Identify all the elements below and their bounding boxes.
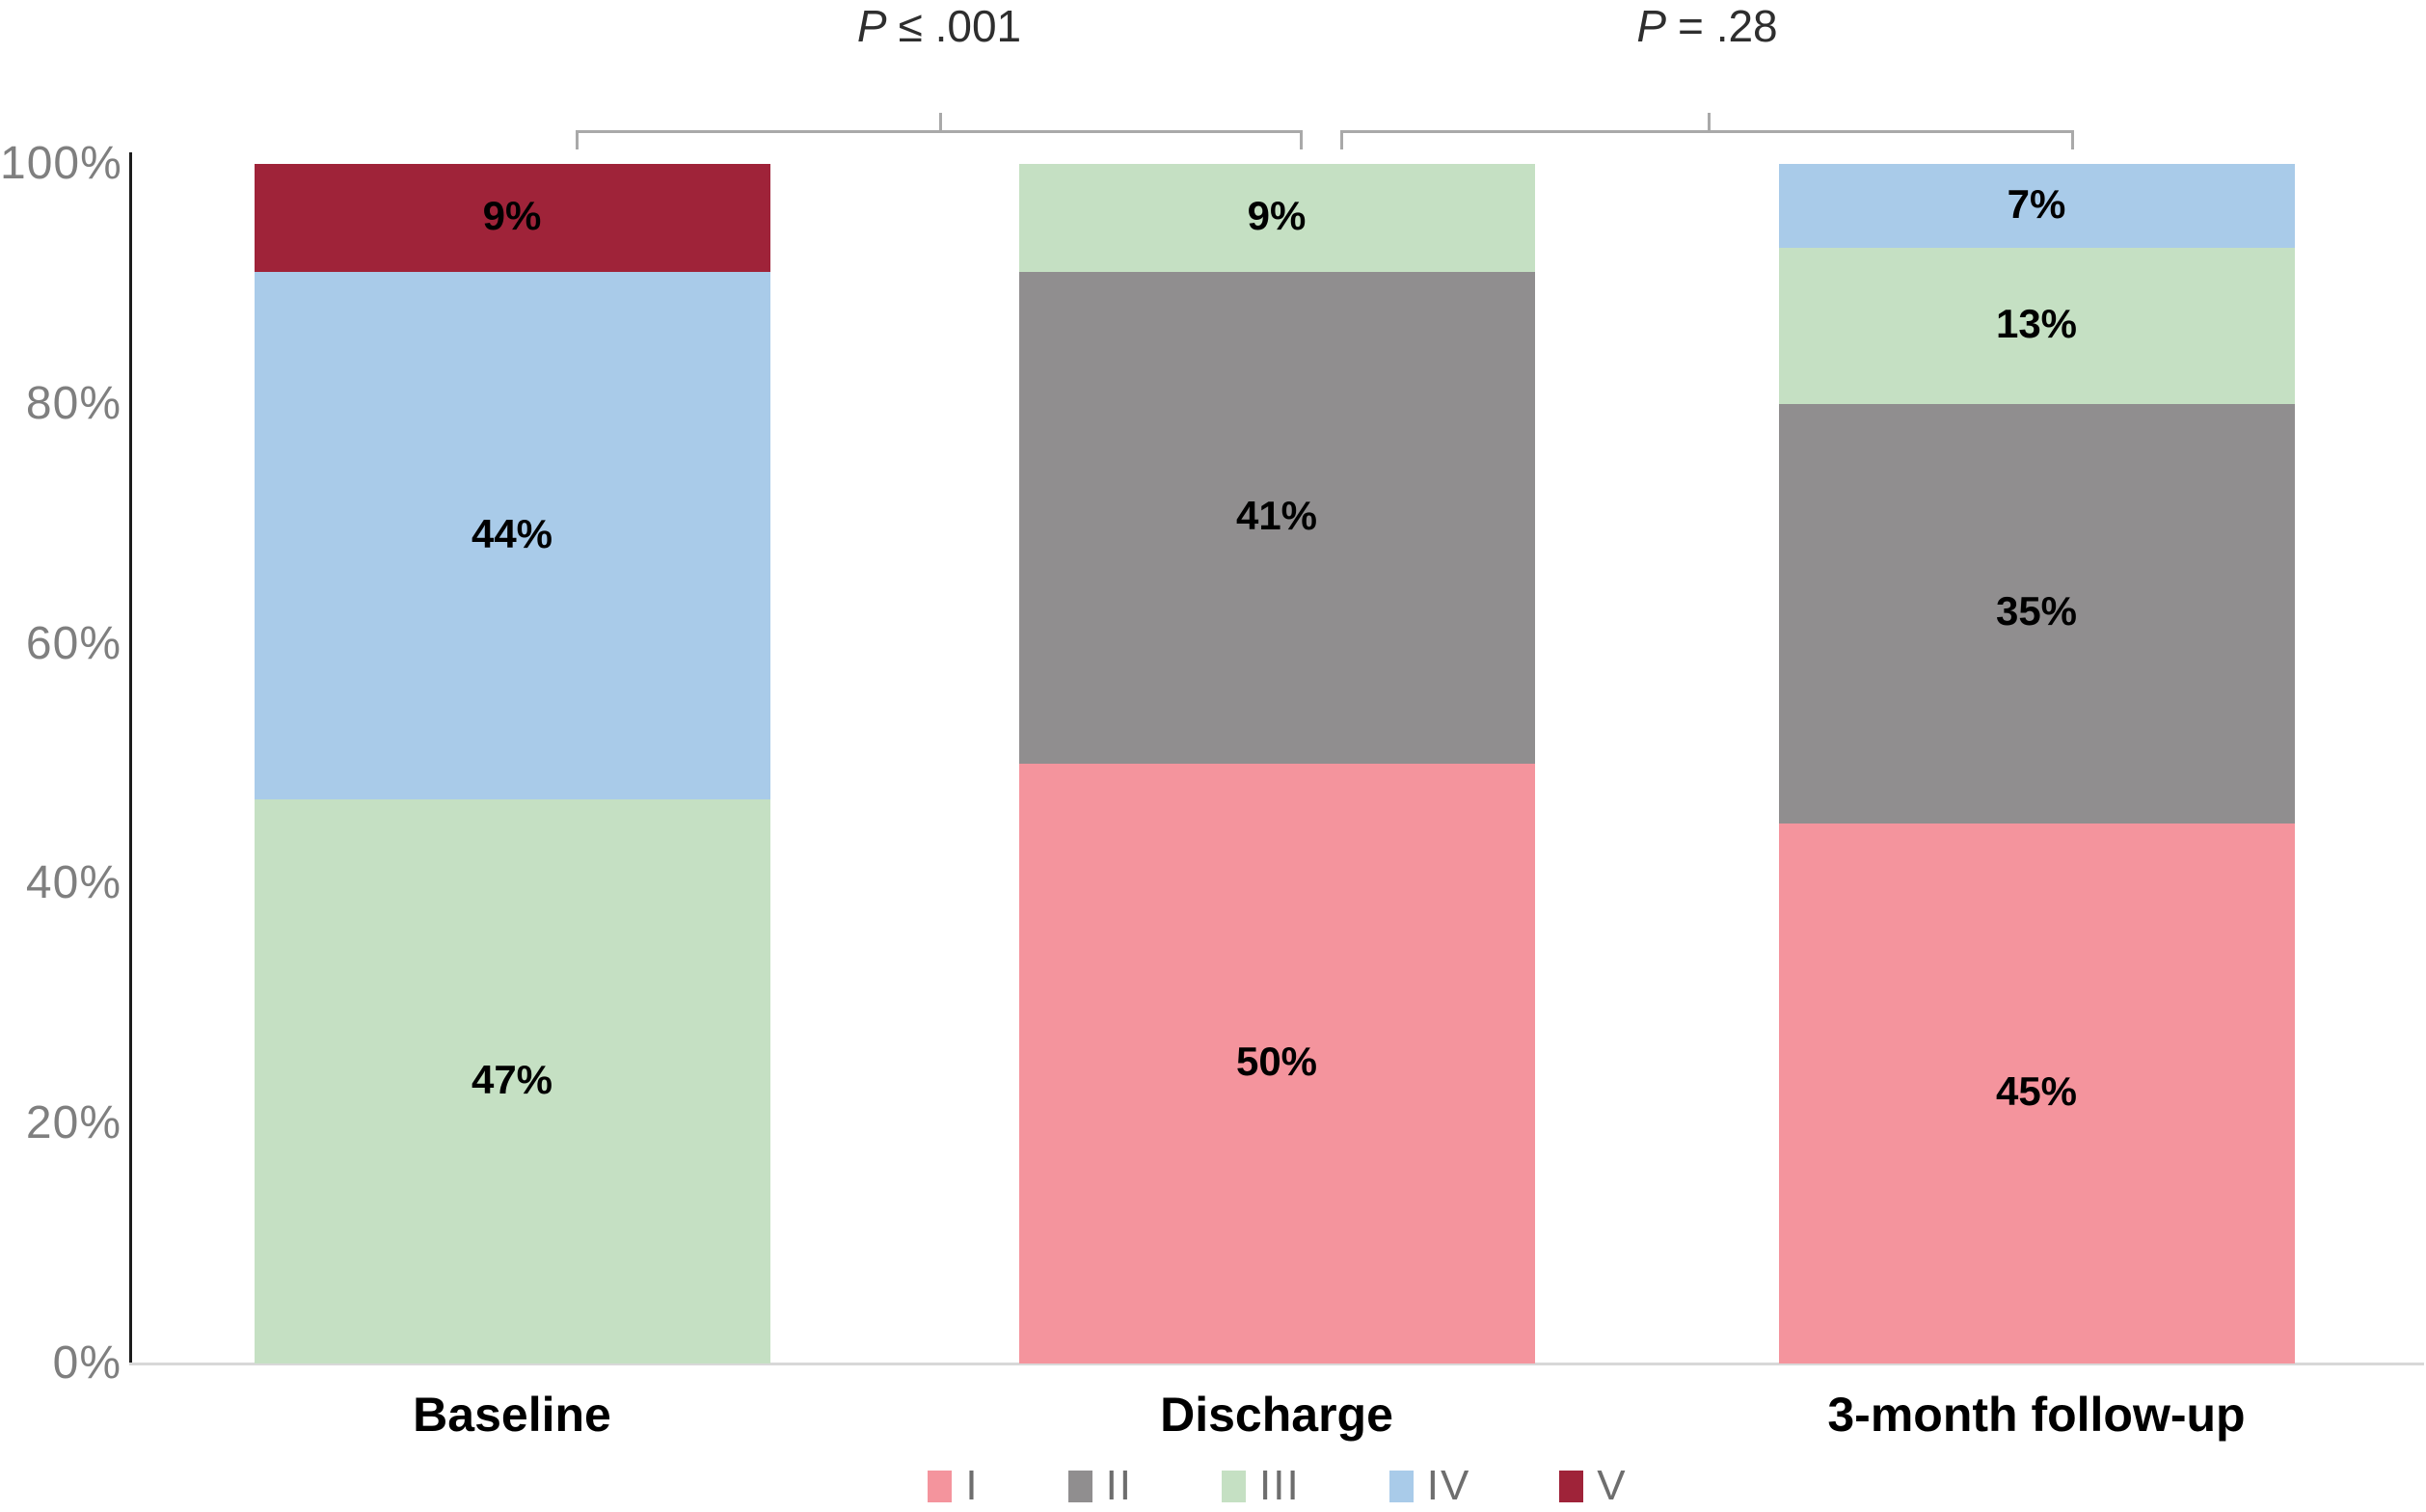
data-label: 50% — [1235, 1039, 1318, 1085]
p-value-label-1: P ≤ .001 — [857, 0, 1021, 52]
legend-swatch — [928, 1470, 953, 1502]
legend-swatch — [1559, 1470, 1584, 1502]
data-label: 35% — [1995, 588, 2078, 634]
p-comparison: ≤ .001 — [898, 1, 1022, 51]
bar-segment-i-discharge: 50% — [1018, 764, 1535, 1364]
bar-segment-ii-discharge: 41% — [1018, 271, 1535, 764]
data-label: 13% — [1995, 301, 2078, 347]
data-label: 47% — [471, 1056, 553, 1102]
legend-label: II — [1105, 1462, 1134, 1509]
chart-legend: I II III IV V — [129, 1462, 2426, 1510]
bar-segment-v-baseline: 9% — [254, 164, 770, 272]
data-label: 41% — [1235, 493, 1318, 539]
p-symbol: P — [1636, 1, 1667, 51]
y-tick-label: 20% — [25, 1097, 121, 1149]
p-symbol: P — [856, 1, 887, 51]
legend-swatch — [1388, 1470, 1414, 1502]
x-axis-line — [129, 1363, 2424, 1365]
legend-item-i: I — [928, 1462, 979, 1510]
legend-item-iv: IV — [1388, 1462, 1471, 1510]
legend-item-ii: II — [1067, 1462, 1134, 1510]
y-tick-label: 0% — [52, 1337, 121, 1389]
data-label: 9% — [482, 193, 542, 239]
y-tick-label: 100% — [0, 138, 122, 189]
y-axis-line — [129, 152, 132, 1364]
bar-segment-iv-3-month-follow-up: 7% — [1778, 164, 2295, 249]
p-value-label-2: P = .28 — [1636, 0, 1777, 52]
legend-label: III — [1259, 1462, 1301, 1509]
bracket-mid-tick — [1707, 113, 1711, 130]
y-tick-label: 80% — [25, 377, 121, 429]
p-comparison: = .28 — [1678, 1, 1778, 51]
category-label: Baseline — [413, 1388, 611, 1442]
bar-segment-iv-baseline: 44% — [254, 271, 770, 800]
data-label: 7% — [2007, 180, 2066, 227]
category-label: Discharge — [1160, 1388, 1393, 1442]
legend-label: IV — [1426, 1462, 1471, 1509]
bar-segment-iii-baseline: 47% — [254, 799, 770, 1364]
legend-label: V — [1597, 1462, 1628, 1509]
significance-bracket-1: P ≤ .001 — [576, 1, 1303, 149]
y-tick-label: 60% — [25, 617, 121, 669]
bar-segment-ii-3-month-follow-up: 35% — [1778, 403, 2295, 824]
bar-segment-i-3-month-follow-up: 45% — [1778, 824, 2295, 1364]
data-label: 9% — [1247, 193, 1307, 239]
data-label: 44% — [471, 510, 553, 556]
legend-item-v: V — [1559, 1462, 1627, 1510]
legend-swatch — [1222, 1470, 1247, 1502]
y-tick-label: 40% — [25, 857, 121, 909]
bar-segment-iii-3-month-follow-up: 13% — [1778, 248, 2295, 404]
legend-swatch — [1067, 1470, 1092, 1502]
data-label: 45% — [1995, 1068, 2078, 1115]
bracket-mid-tick — [939, 113, 942, 130]
bar-segment-iii-discharge: 9% — [1018, 164, 1535, 272]
legend-label: I — [965, 1462, 980, 1509]
significance-bracket-2: P = .28 — [1340, 1, 2074, 149]
category-label: 3-month follow-up — [1827, 1388, 2246, 1442]
legend-item-iii: III — [1222, 1462, 1301, 1510]
